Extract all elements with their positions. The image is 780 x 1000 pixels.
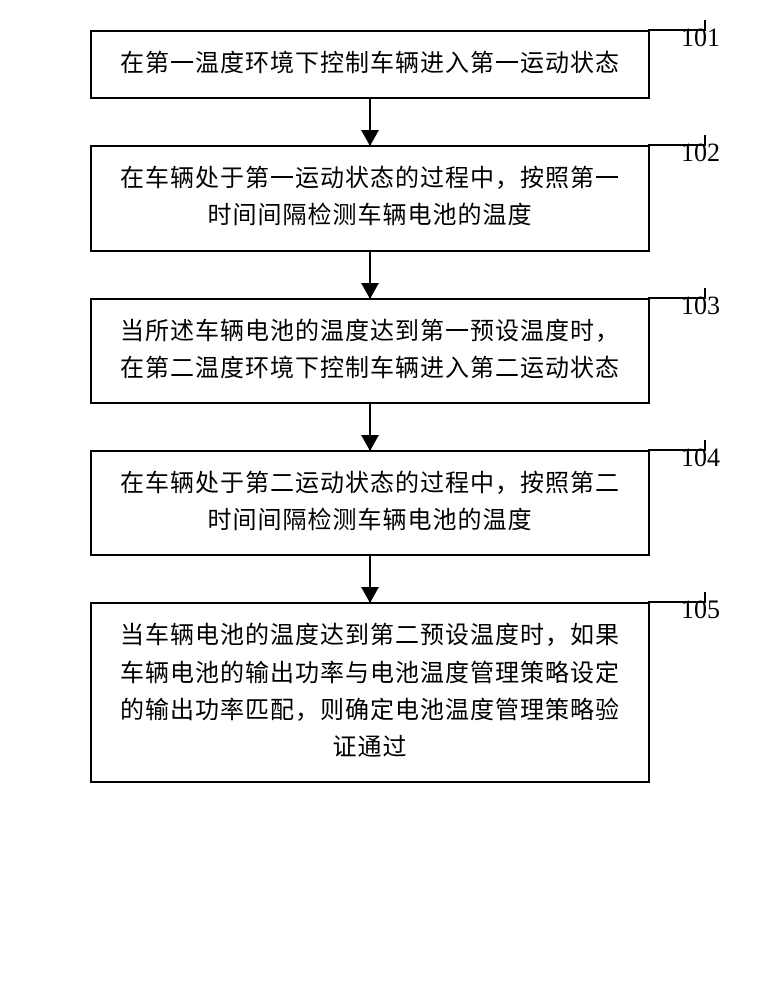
flowchart-container: 101 在第一温度环境下控制车辆进入第一运动状态 102 在车辆处于第一运动状态…: [60, 30, 680, 783]
step-text: 当所述车辆电池的温度达到第一预设温度时，在第二温度环境下控制车辆进入第二运动状态: [110, 314, 630, 388]
step-box-102: 102 在车辆处于第一运动状态的过程中，按照第一时间间隔检测车辆电池的温度: [90, 145, 650, 251]
arrow-connector: [369, 252, 371, 298]
step-text: 在第一温度环境下控制车辆进入第一运动状态: [120, 46, 620, 83]
arrow-connector: [369, 556, 371, 602]
step-box-101: 101 在第一温度环境下控制车辆进入第一运动状态: [90, 30, 650, 99]
arrow-connector: [369, 99, 371, 145]
step-label: 102: [681, 133, 720, 173]
step-label: 105: [681, 590, 720, 630]
arrow-connector: [369, 404, 371, 450]
step-text: 在车辆处于第二运动状态的过程中，按照第二时间间隔检测车辆电池的温度: [110, 466, 630, 540]
step-label: 101: [681, 18, 720, 58]
step-text: 当车辆电池的温度达到第二预设温度时，如果车辆电池的输出功率与电池温度管理策略设定…: [110, 618, 630, 767]
step-box-103: 103 当所述车辆电池的温度达到第一预设温度时，在第二温度环境下控制车辆进入第二…: [90, 298, 650, 404]
step-label: 104: [681, 438, 720, 478]
step-text: 在车辆处于第一运动状态的过程中，按照第一时间间隔检测车辆电池的温度: [110, 161, 630, 235]
step-box-105: 105 当车辆电池的温度达到第二预设温度时，如果车辆电池的输出功率与电池温度管理…: [90, 602, 650, 783]
step-label: 103: [681, 286, 720, 326]
step-box-104: 104 在车辆处于第二运动状态的过程中，按照第二时间间隔检测车辆电池的温度: [90, 450, 650, 556]
